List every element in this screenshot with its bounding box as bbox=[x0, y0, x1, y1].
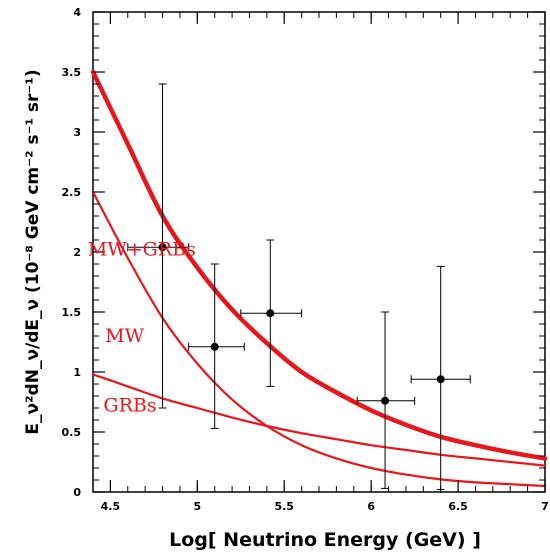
data-point-3 bbox=[240, 239, 303, 387]
curve-labels-layer: MW+GRBs MW GRBs bbox=[88, 239, 196, 417]
data-point-marker bbox=[436, 375, 445, 384]
data-point-2 bbox=[188, 263, 245, 429]
data-point-marker bbox=[158, 243, 167, 252]
y-tick-label: 0.5 bbox=[62, 426, 82, 439]
y-tick-label: 3.5 bbox=[62, 66, 82, 79]
x-tick-label: 7 bbox=[541, 500, 549, 513]
curve-label-3: GRBs bbox=[103, 395, 156, 417]
x-tick-label: 4.5 bbox=[101, 500, 121, 513]
y-tick-label: 3 bbox=[73, 126, 81, 139]
data-point-marker bbox=[210, 342, 219, 351]
y-axis-title: E_ν²dN_ν/dE_ν (10⁻⁸ GeV cm⁻² s⁻¹ sr⁻¹) bbox=[23, 69, 43, 434]
curve-label-1: MW+GRBs bbox=[88, 239, 196, 261]
series-line-3 bbox=[91, 373, 547, 467]
data-point-5 bbox=[410, 265, 471, 491]
x-tick-label: 5.5 bbox=[274, 500, 294, 513]
y-tick-label: 0 bbox=[73, 486, 81, 499]
y-tick-label: 4 bbox=[73, 6, 81, 19]
data-points-layer bbox=[127, 83, 471, 491]
series-line-2 bbox=[91, 190, 547, 488]
data-point-marker bbox=[381, 396, 390, 405]
series-line-1 bbox=[90, 69, 548, 461]
curves-layer bbox=[90, 69, 548, 488]
ticks-layer: 4.5 5 5.5 6 6.5 7 0 0.5 1 1.5 2 2.5 3 3.5 4 bbox=[62, 6, 549, 513]
data-point-marker bbox=[266, 309, 275, 318]
y-tick-label: 2 bbox=[73, 246, 81, 259]
y-tick-label: 1.5 bbox=[62, 306, 82, 319]
x-axis-title: Log[ Neutrino Energy (GeV) ] bbox=[169, 529, 481, 551]
data-point-1 bbox=[127, 83, 190, 409]
x-tick-label: 5 bbox=[193, 500, 201, 513]
curve-label-2: MW bbox=[105, 325, 144, 347]
y-tick-label: 2.5 bbox=[62, 186, 82, 199]
x-tick-label: 6.5 bbox=[448, 500, 468, 513]
x-tick-label: 6 bbox=[367, 500, 375, 513]
y-tick-label: 1 bbox=[73, 366, 81, 379]
data-point-4 bbox=[356, 311, 416, 489]
